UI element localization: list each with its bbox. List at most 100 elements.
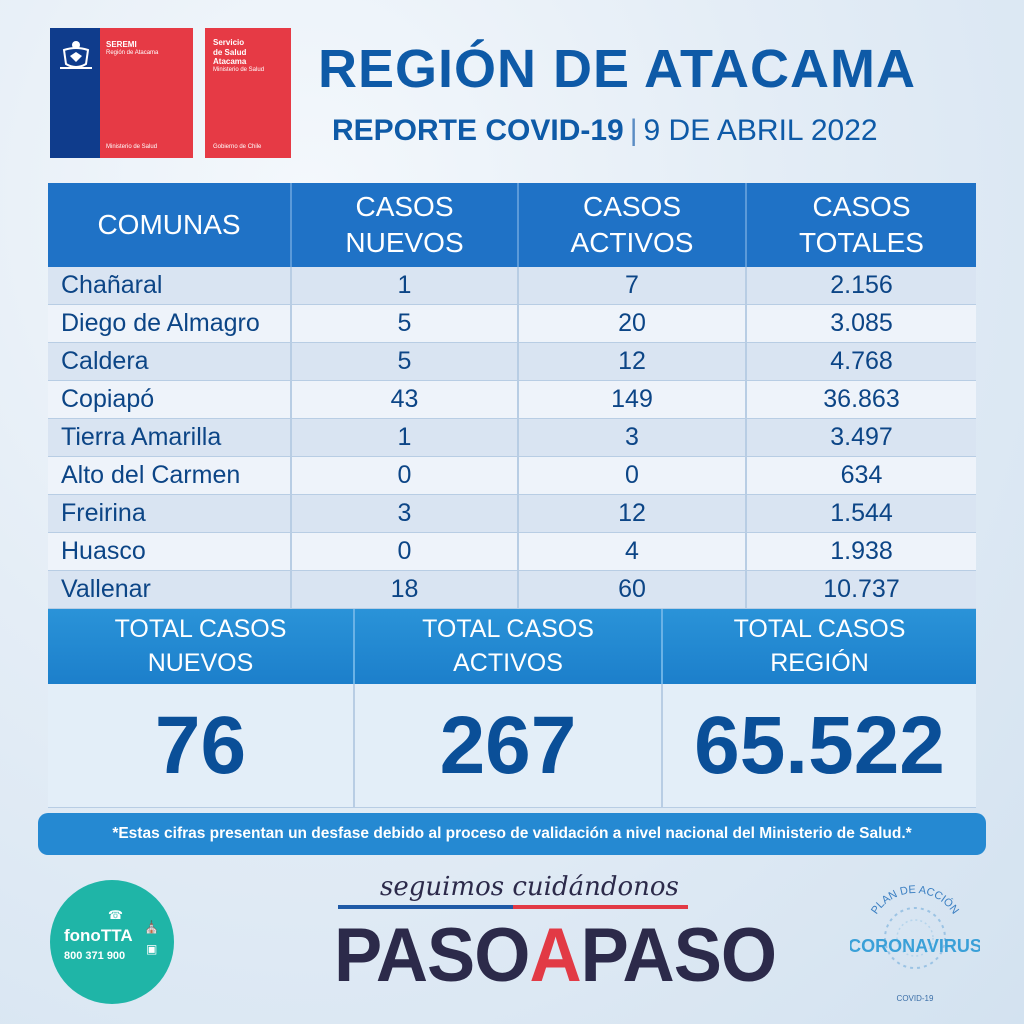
disclaimer-note: *Estas cifras presentan un desfase debid… — [38, 813, 986, 855]
plan-top-text: PLAN DE ACCIÓN — [869, 884, 961, 917]
table-row: Vallenar 18 60 10.737 — [48, 571, 976, 609]
table-row: Chañaral 1 7 2.156 — [48, 267, 976, 305]
casos-nuevos: 1 — [292, 267, 519, 304]
comuna-name: Copiapó — [48, 381, 292, 418]
comuna-name: Alto del Carmen — [48, 457, 292, 494]
total-label: TOTAL CASOS — [733, 614, 906, 643]
casos-nuevos: 1 — [292, 419, 519, 456]
total-label: REGIÓN — [770, 648, 869, 677]
report-label: REPORTE COVID-19 — [332, 114, 624, 147]
header-label: CASOS — [812, 190, 911, 222]
casos-activos: 3 — [519, 419, 747, 456]
totals-values: 76 267 65.522 — [48, 684, 976, 808]
casos-totales: 3.497 — [830, 423, 893, 451]
cases-table: COMUNAS CASOS NUEVOS CASOS ACTIVOS CASOS TO… — [48, 183, 976, 609]
plan-main-text: CORONAVIRUS — [850, 936, 980, 956]
fonotta-badge: ☎ ⛪ ▣ fonoTTA 800 371 900 — [50, 880, 174, 1004]
casos-activos: 0 — [519, 457, 747, 494]
header-casos-totales: CASOS TOTALES — [747, 183, 976, 267]
logos: SEREMI Región de Atacama Ministerio de S… — [50, 28, 291, 158]
casos-nuevos: 3 — [292, 495, 519, 532]
header-casos-nuevos: CASOS NUEVOS — [292, 183, 519, 267]
casos-nuevos: 18 — [292, 571, 519, 608]
clinic-icon: ⛪ — [144, 920, 159, 934]
seremi-logo: SEREMI Región de Atacama Ministerio de S… — [50, 28, 193, 158]
total-label: TOTAL CASOS — [114, 614, 287, 643]
totals-header: TOTAL CASOS NUEVOS TOTAL CASOS ACTIVOS TOT… — [48, 609, 976, 684]
report-date: 9 DE ABRIL 2022 — [643, 114, 878, 147]
chile-coat-of-arms-icon — [60, 41, 92, 69]
header-label: CASOS — [582, 190, 682, 222]
page-title: REGIÓN DE ATACAMA — [318, 39, 916, 99]
table-header: COMUNAS CASOS NUEVOS CASOS ACTIVOS CASOS TO… — [48, 183, 976, 267]
building-icon: ▣ — [146, 942, 158, 956]
total-activos-value: 267 — [355, 684, 663, 807]
total-region-value: 65.522 — [694, 699, 945, 791]
paso-mid: A — [529, 913, 581, 998]
page-subtitle: REPORTE COVID-19 | 9 DE ABRIL 2022 — [332, 114, 972, 148]
seremi-foot: Ministerio de Salud — [106, 144, 158, 150]
fonotta-name: fonoTTA — [64, 926, 133, 945]
paso-divider — [338, 905, 688, 909]
casos-totales: 3.085 — [830, 309, 893, 337]
casos-activos: 12 — [519, 495, 747, 532]
casos-totales: 1.938 — [830, 537, 893, 565]
header-label: ACTIVOS — [570, 227, 694, 258]
table-body: Chañaral 1 7 2.156 Diego de Almagro 5 20… — [48, 267, 976, 609]
phone-icon: ☎ — [108, 908, 123, 922]
table-row: Tierra Amarilla 1 3 3.497 — [48, 419, 976, 457]
header-comunas: COMUNAS — [48, 183, 292, 267]
casos-nuevos: 0 — [292, 457, 519, 494]
comuna-name: Tierra Amarilla — [48, 419, 292, 456]
casos-nuevos: 5 — [292, 305, 519, 342]
total-nuevos-label: TOTAL CASOS NUEVOS — [48, 609, 355, 684]
comuna-name: Vallenar — [48, 571, 292, 608]
casos-activos: 4 — [519, 533, 747, 570]
table-row: Copiapó 43 149 36.863 — [48, 381, 976, 419]
servicio-salud-logo: Servicio de Salud Atacama Ministerio de … — [205, 28, 291, 158]
paso-right: PASO — [580, 913, 777, 998]
total-activos-label: TOTAL CASOS ACTIVOS — [355, 609, 663, 684]
comuna-name: Huasco — [48, 533, 292, 570]
casos-totales: 2.156 — [830, 271, 893, 299]
casos-activos: 149 — [519, 381, 747, 418]
comuna-name: Freirina — [48, 495, 292, 532]
comuna-name: Caldera — [48, 343, 292, 380]
table-row: Diego de Almagro 5 20 3.085 — [48, 305, 976, 343]
header-label: COMUNAS — [97, 208, 241, 240]
servicio-l1: Servicio — [213, 38, 245, 47]
paso-left: PASO — [334, 913, 530, 998]
table-row: Alto del Carmen 0 0 634 — [48, 457, 976, 495]
plan-coronavirus-logo: PLAN DE ACCIÓN CORONAVIRUS COVID-19 — [850, 884, 980, 1003]
casos-totales: 36.863 — [823, 385, 900, 413]
casos-nuevos: 5 — [292, 343, 519, 380]
casos-totales: 1.544 — [830, 499, 893, 527]
total-label: TOTAL CASOS — [422, 614, 594, 643]
total-nuevos-value: 76 — [48, 684, 355, 807]
header-casos-activos: CASOS ACTIVOS — [519, 183, 747, 267]
virus-icon — [884, 907, 946, 969]
seremi-sub: Región de Atacama — [106, 49, 159, 56]
slogan: seguimos cuidándonos — [380, 872, 679, 902]
header-label: NUEVOS — [345, 227, 464, 258]
header-label: CASOS — [355, 190, 454, 222]
total-region-label: TOTAL CASOS REGIÓN — [663, 609, 976, 684]
subtitle-separator: | — [629, 114, 638, 147]
total-label: NUEVOS — [147, 648, 254, 677]
casos-totales: 10.737 — [823, 575, 900, 603]
comuna-name: Chañaral — [48, 267, 292, 304]
casos-totales: 4.768 — [830, 347, 893, 375]
header-label: TOTALES — [798, 227, 924, 258]
paso-a-paso-logo: PASOAPASO — [334, 912, 777, 999]
table-row: Caldera 5 12 4.768 — [48, 343, 976, 381]
plan-sub-text: COVID-19 — [897, 994, 934, 1003]
casos-activos: 60 — [519, 571, 747, 608]
fonotta-number: 800 371 900 — [64, 950, 126, 962]
comuna-name: Diego de Almagro — [48, 305, 292, 342]
servicio-sub: Ministerio de Salud — [213, 66, 265, 73]
casos-activos: 12 — [519, 343, 747, 380]
casos-activos: 20 — [519, 305, 747, 342]
casos-nuevos: 43 — [292, 381, 519, 418]
casos-activos: 7 — [519, 267, 747, 304]
casos-totales: 634 — [840, 461, 883, 489]
